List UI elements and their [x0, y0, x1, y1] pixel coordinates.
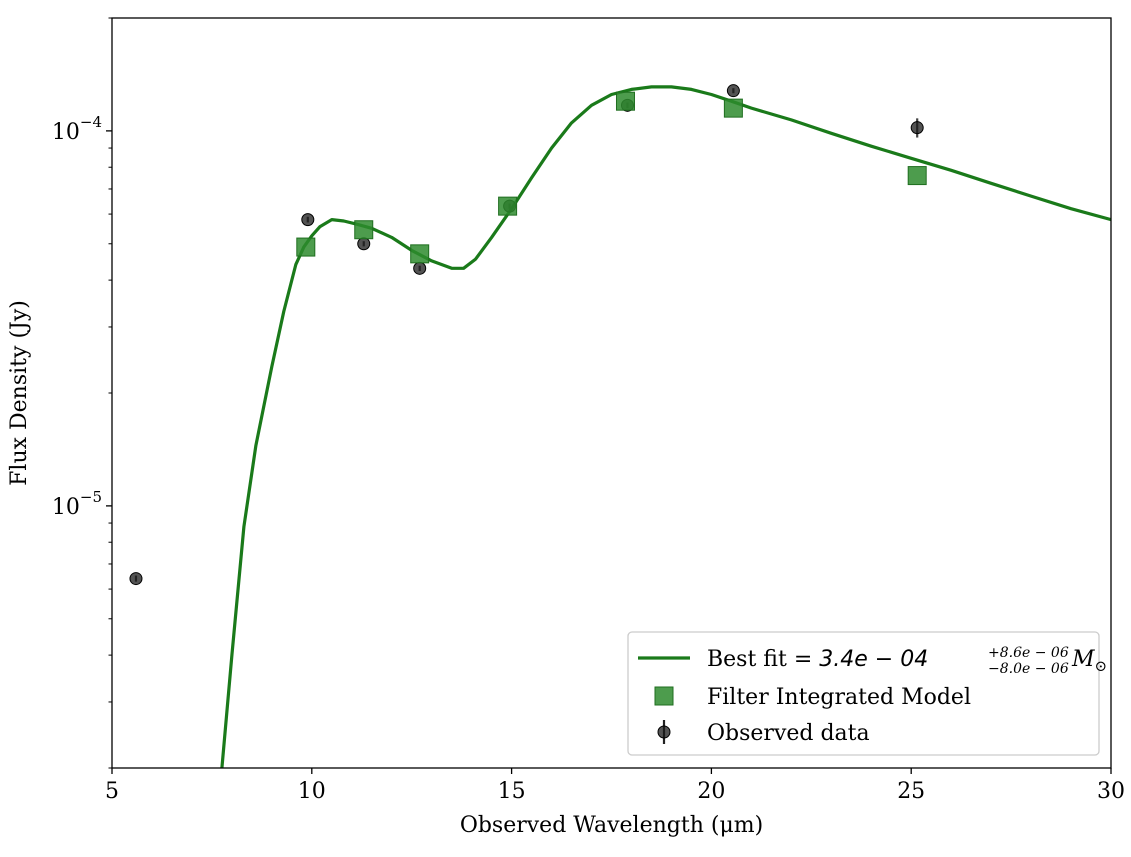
legend-best-fit-value: 3.4e − 04	[819, 647, 928, 672]
y-tick-exponent: −4	[80, 113, 102, 131]
model-square	[296, 237, 316, 257]
model-square	[354, 220, 374, 240]
model-square	[907, 166, 927, 186]
y-axis-label: Flux Density (Jy)	[7, 300, 32, 486]
observed-point	[301, 213, 315, 227]
observed-point	[129, 572, 143, 586]
model-square	[410, 244, 430, 264]
observed-point	[413, 261, 427, 275]
observed-point	[910, 121, 924, 135]
model-square	[723, 98, 743, 118]
x-tick-label: 10	[298, 779, 326, 804]
legend-unit-subscript: ⊙	[1095, 657, 1108, 675]
observed-point	[357, 237, 371, 251]
x-tick-label: 20	[697, 779, 725, 804]
model-square	[615, 91, 635, 111]
legend-label-best-fit: Best fit = 3.4e − 04	[707, 647, 928, 672]
legend-point-swatch	[657, 725, 671, 739]
y-tick-base: 10	[52, 120, 80, 145]
legend: Best fit = 3.4e − 04 +8.6e − 06−8.0e − 06…	[627, 631, 1107, 756]
y-tick-exponent: −5	[80, 488, 102, 506]
legend-best-fit-sup: +8.6e − 06	[988, 645, 1069, 661]
y-tick-label: 10−4	[52, 113, 102, 145]
x-tick-label: 25	[897, 779, 925, 804]
legend-best-fit-unit: M⊙	[1071, 647, 1107, 675]
legend-unit-symbol: M	[1071, 647, 1095, 672]
x-tick-label: 5	[105, 779, 119, 804]
observed-point	[726, 84, 740, 98]
x-tick-label: 15	[498, 779, 526, 804]
legend-best-fit-sub: −8.0e − 06	[988, 661, 1069, 677]
legend-square-swatch	[654, 686, 674, 706]
plot-area	[129, 84, 1111, 768]
legend-label-observed: Observed data	[707, 721, 870, 746]
x-axis-label: Observed Wavelength (μm)	[460, 813, 763, 838]
x-tick-label: 30	[1097, 779, 1125, 804]
data-layer	[129, 84, 1111, 768]
legend-label-model: Filter Integrated Model	[707, 685, 971, 710]
y-tick-base: 10	[52, 495, 80, 520]
model-square	[498, 196, 518, 216]
y-tick-label: 10−5	[52, 488, 102, 520]
legend-best-fit-prefix: Best fit =	[707, 647, 819, 672]
legend-box	[627, 631, 1100, 756]
